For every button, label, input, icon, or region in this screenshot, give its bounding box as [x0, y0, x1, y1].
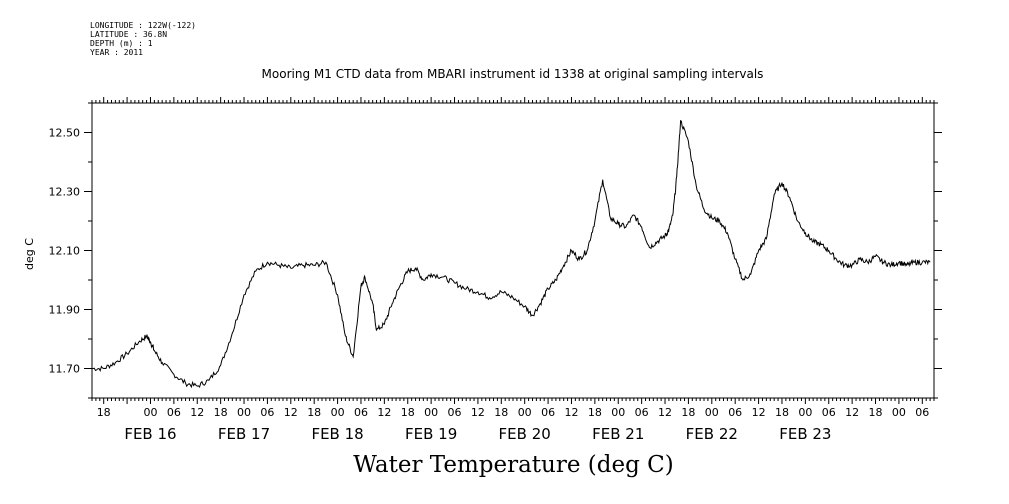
x-hour-tick-label: 00: [518, 406, 532, 419]
x-axis-title-wrap: Water Temperature (deg C): [0, 452, 1009, 478]
x-day-tick-label: FEB 16: [124, 425, 176, 443]
x-hour-tick-label: 18: [681, 406, 695, 419]
x-day-tick-label: FEB 22: [686, 425, 738, 443]
x-hour-tick-label: 12: [564, 406, 578, 419]
x-hour-tick-label: 00: [611, 406, 625, 419]
x-hour-tick-label: 06: [915, 406, 929, 419]
depth-label: DEPTH (m) : 1: [90, 39, 153, 48]
x-hour-tick-label: 18: [97, 406, 111, 419]
x-hour-tick-label: 06: [354, 406, 368, 419]
year-label: YEAR : 2011: [90, 48, 143, 57]
latitude-label: LATITUDE : 36.8N: [90, 30, 168, 39]
x-hour-tick-label: 00: [705, 406, 719, 419]
x-day-tick-label: FEB 21: [592, 425, 644, 443]
x-hour-tick-label: 18: [869, 406, 883, 419]
x-tick-labels: 18 00 06 12 18 00 06 12 18 00 06 12 18 00 06 12 18 00 06 12…: [97, 406, 930, 443]
x-hour-tick-label: 00: [237, 406, 251, 419]
x-hour-tick-label: 06: [260, 406, 274, 419]
x-hour-tick-label: 18: [775, 406, 789, 419]
x-hour-tick-label: 06: [635, 406, 649, 419]
x-hour-tick-label: 18: [214, 406, 228, 419]
x-hour-tick-label: 18: [588, 406, 602, 419]
x-hour-tick-label: 06: [167, 406, 181, 419]
x-hour-tick-label: 12: [284, 406, 298, 419]
y-tick-label: 11.70: [49, 363, 81, 376]
x-hour-tick-label: 12: [377, 406, 391, 419]
x-day-tick-label: FEB 18: [311, 425, 363, 443]
chart-title-wrap: Mooring M1 CTD data from MBARI instrumen…: [0, 67, 1009, 81]
x-hour-tick-label: 18: [401, 406, 415, 419]
y-tick-label: 12.50: [49, 127, 81, 140]
x-hour-tick-label: 12: [752, 406, 766, 419]
longitude-label: LONGITUDE : 122W(-122): [90, 21, 196, 30]
y-tick-labels: 11.70 11.90 12.10 12.30 12.50: [49, 127, 81, 376]
y-axis-label: deg C: [23, 238, 36, 270]
x-hour-tick-label: 06: [541, 406, 555, 419]
x-hour-tick-label: 00: [892, 406, 906, 419]
x-hour-tick-label: 12: [471, 406, 485, 419]
x-hour-tick-label: 12: [845, 406, 859, 419]
x-hour-tick-label: 06: [448, 406, 462, 419]
x-hour-tick-label: 00: [143, 406, 157, 419]
x-day-tick-label: FEB 23: [779, 425, 831, 443]
x-hour-tick-label: 18: [494, 406, 508, 419]
y-tick-label: 12.30: [49, 186, 81, 199]
x-axis-title: Water Temperature (deg C): [353, 452, 674, 478]
x-hour-tick-label: 00: [331, 406, 345, 419]
x-day-tick-label: FEB 20: [499, 425, 551, 443]
y-tick-label: 12.10: [49, 245, 81, 258]
x-day-tick-label: FEB 17: [218, 425, 270, 443]
series-line-water-temperature: [91, 119, 931, 389]
plot-frame: [91, 102, 935, 399]
tick-marks: [84, 97, 942, 404]
x-hour-tick-label: 00: [424, 406, 438, 419]
y-tick-label: 11.90: [49, 304, 81, 317]
x-hour-tick-label: 12: [658, 406, 672, 419]
x-hour-tick-label: 06: [728, 406, 742, 419]
x-hour-tick-label: 06: [822, 406, 836, 419]
x-hour-tick-label: 12: [190, 406, 204, 419]
x-day-tick-label: FEB 19: [405, 425, 457, 443]
x-hour-tick-label: 18: [307, 406, 321, 419]
chart-title: Mooring M1 CTD data from MBARI instrumen…: [261, 67, 764, 81]
x-hour-tick-label: 00: [798, 406, 812, 419]
metadata-block: LONGITUDE : 122W(-122) LATITUDE : 36.8N …: [90, 21, 196, 57]
